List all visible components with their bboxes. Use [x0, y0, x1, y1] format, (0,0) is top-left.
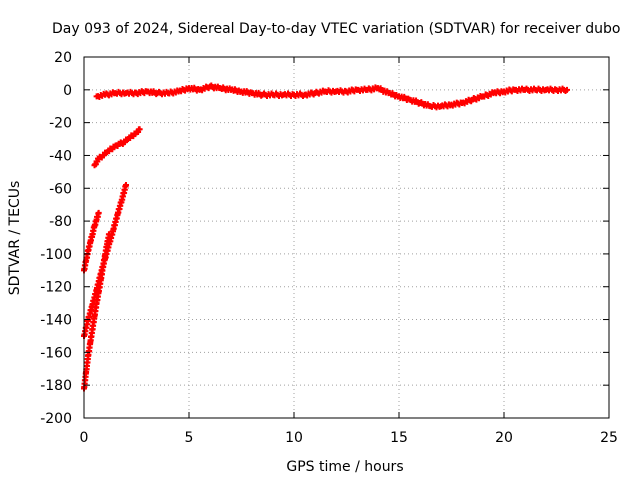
- x-axis-label: GPS time / hours: [286, 459, 403, 475]
- chart-title: Day 093 of 2024, Sidereal Day-to-day VTE…: [52, 21, 620, 37]
- y-tick-label: -180: [40, 378, 72, 394]
- data-point: [564, 86, 570, 93]
- y-tick-label: -80: [49, 214, 72, 230]
- x-tick-label: 20: [495, 430, 513, 446]
- series-arc-c: [81, 231, 113, 392]
- series-arc-main: [93, 82, 570, 111]
- y-tick-label: -60: [49, 181, 72, 197]
- y-tick-label: -100: [40, 247, 72, 263]
- x-tick-label: 25: [600, 430, 618, 446]
- data-point: [106, 231, 113, 238]
- data-point: [95, 209, 102, 216]
- y-tick-label: -120: [40, 280, 72, 296]
- y-tick-label: -140: [40, 313, 72, 329]
- x-tick-label: 0: [80, 430, 89, 446]
- x-tick-label: 15: [390, 430, 408, 446]
- y-tick-label: -160: [40, 345, 72, 361]
- x-tick-label: 10: [285, 430, 303, 446]
- y-tick-label: 20: [54, 50, 72, 66]
- y-tick-label: -200: [40, 411, 72, 427]
- axis-ticks: 0 5 10 15 20 25 20 0 -20 -40 -60 -80 -100 -120 -140 -16…: [40, 50, 618, 446]
- y-tick-label: 0: [63, 83, 72, 99]
- y-axis-label: SDTVAR / TECUs: [7, 181, 23, 296]
- y-tick-label: -20: [49, 116, 72, 132]
- data-point: [110, 212, 121, 233]
- data-point: [83, 352, 92, 376]
- data-point: [136, 126, 143, 133]
- x-tick-label: 5: [185, 430, 194, 446]
- series-arc-upper: [91, 126, 143, 169]
- data-point: [123, 181, 129, 188]
- data-point: [129, 130, 139, 140]
- plot-frame: [83, 56, 610, 419]
- y-tick-label: -40: [49, 148, 72, 164]
- data-point: [108, 143, 118, 153]
- data-point: [95, 153, 105, 162]
- grid: [84, 57, 609, 418]
